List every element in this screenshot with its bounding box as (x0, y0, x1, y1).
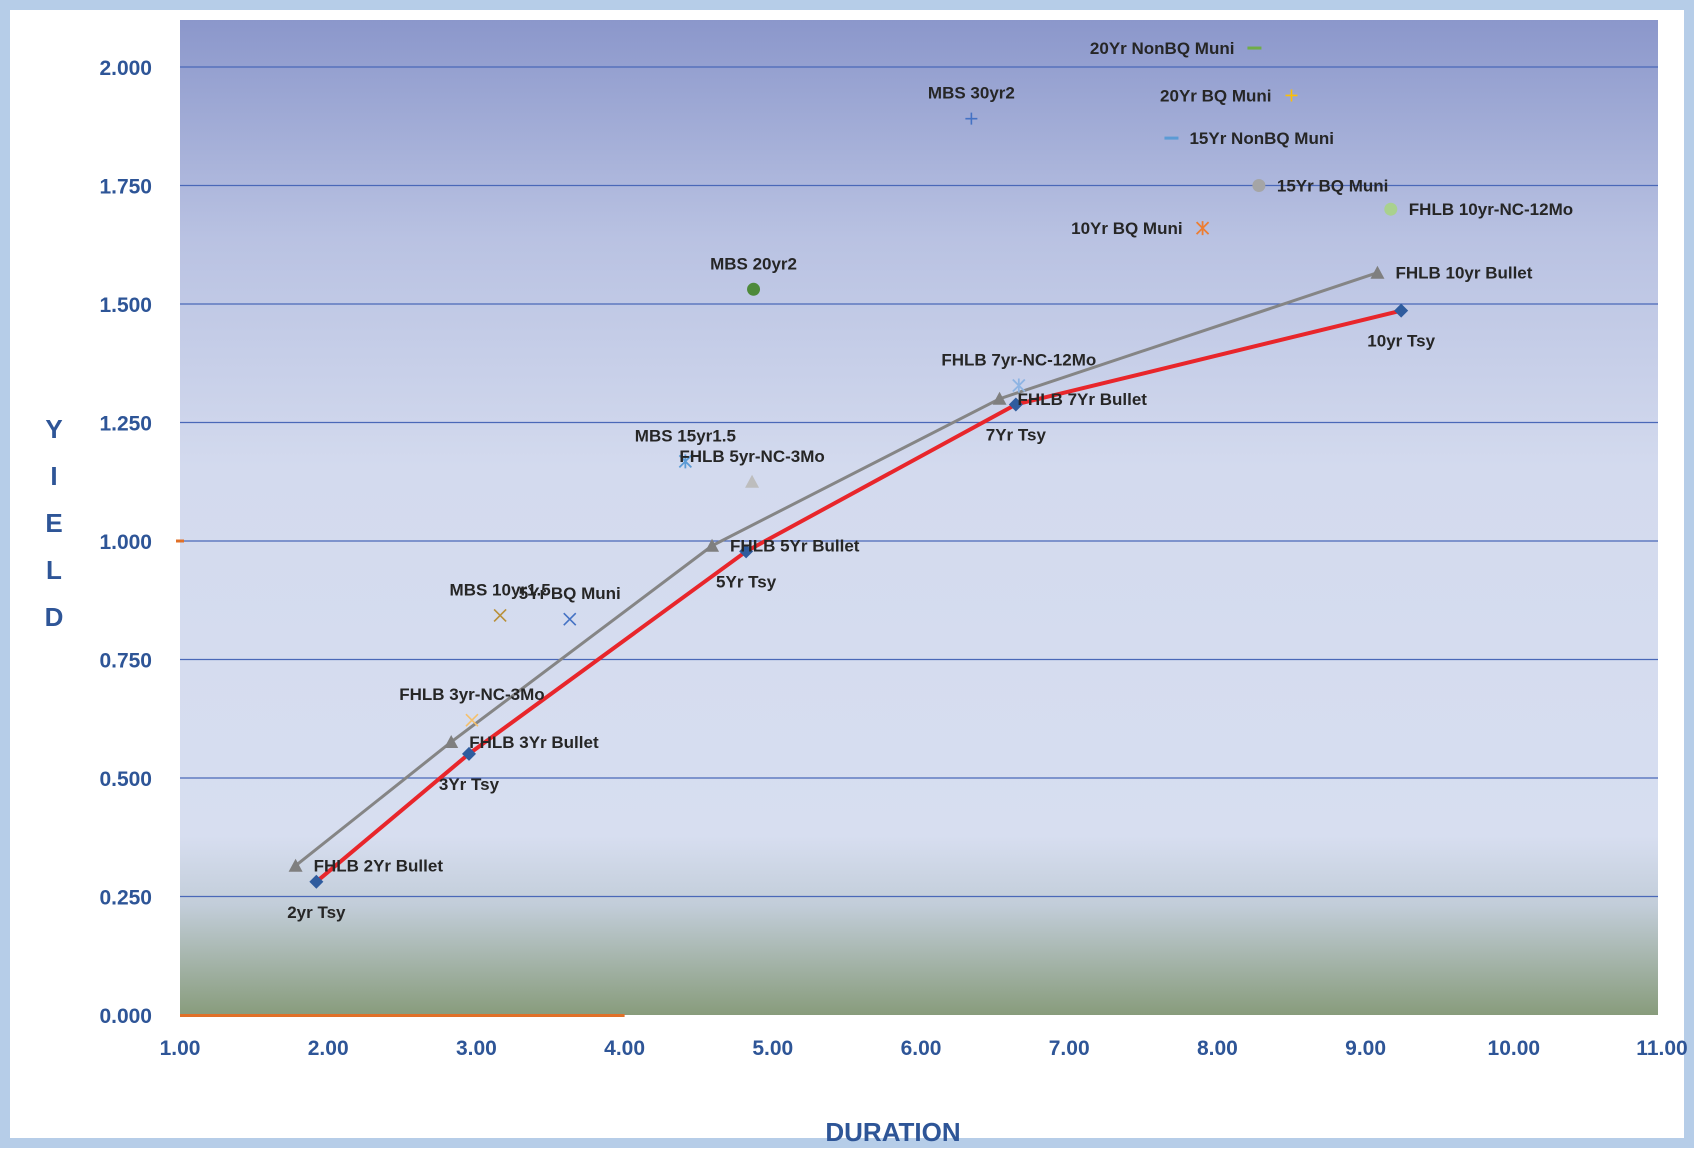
point-label: 10yr Tsy (1367, 332, 1435, 351)
point-label: 15Yr NonBQ Muni (1189, 129, 1334, 148)
data-markers (288, 46, 1409, 889)
point-label: FHLB 3yr-NC-3Mo (399, 685, 544, 704)
x-tick-label: 4.00 (604, 1037, 645, 1060)
x-tick-label: 10.00 (1488, 1037, 1541, 1060)
y-tick-label: 1.000 (99, 531, 152, 554)
marker-diamond (461, 746, 476, 761)
marker-triangle (1370, 265, 1385, 279)
marker-triangle (444, 734, 459, 748)
x-tick-label: 7.00 (1049, 1037, 1090, 1060)
marker-plus (1285, 89, 1298, 102)
point-label: FHLB 5yr-NC-3Mo (679, 447, 824, 466)
y-tick-label: 0.250 (99, 887, 152, 910)
y-tick-label: 1.250 (99, 413, 152, 436)
point-labels: FHLB 2Yr Bullet FHLB 3Yr Bullet FHLB 5Yr B… (287, 39, 1573, 922)
y-axis-title-letter: L (46, 555, 62, 585)
y-tick-label: 1.500 (99, 294, 152, 317)
point-label: FHLB 3Yr Bullet (469, 733, 599, 752)
marker-x (563, 612, 577, 626)
x-tick-label: 1.00 (160, 1037, 201, 1060)
y-tick-label: 1.750 (99, 176, 152, 199)
marker-asterisk (678, 454, 692, 469)
marker-x (465, 713, 479, 727)
point-label: FHLB 7yr-NC-12Mo (941, 351, 1096, 370)
x-tick-label: 2.00 (308, 1037, 349, 1060)
marker-circle (1252, 179, 1266, 192)
point-label: 10Yr BQ Muni (1071, 219, 1182, 238)
x-tick-labels: 1.00 2.00 3.00 4.00 5.00 6.00 7.00 8.00 9.00 10.0… (160, 1037, 1688, 1060)
point-label: 7Yr Tsy (986, 425, 1047, 444)
point-label: FHLB 7Yr Bullet (1018, 390, 1148, 409)
marker-triangle (705, 538, 720, 552)
y-tick-labels: 0.000 0.250 0.500 0.750 1.000 1.250 1.500 1.750… (99, 57, 152, 1028)
point-label: 5Yr BQ Muni (519, 584, 621, 603)
marker-triangle (992, 391, 1007, 405)
marker-triangle (745, 474, 760, 488)
x-tick-label: 5.00 (752, 1037, 793, 1060)
marker-x (493, 608, 507, 622)
y-axis-title-letter: I (50, 461, 57, 491)
y-tick-label: 0.750 (99, 650, 152, 673)
x-tick-label: 6.00 (901, 1037, 942, 1060)
point-label: FHLB 5Yr Bullet (730, 537, 860, 556)
point-label: 3Yr Tsy (439, 775, 500, 794)
y-tick-label: 0.000 (99, 1005, 152, 1028)
x-axis-title: DURATION (825, 1117, 960, 1147)
y-axis-title-letter: E (45, 508, 62, 538)
grid-lines (180, 66, 1658, 898)
marker-diamond (739, 544, 754, 559)
point-label: 20Yr NonBQ Muni (1090, 39, 1235, 58)
x-tick-label: 3.00 (456, 1037, 497, 1060)
x-tick-label: 9.00 (1345, 1037, 1386, 1060)
point-label: 5Yr Tsy (716, 572, 777, 591)
y-tick-label: 2.000 (99, 57, 152, 80)
marker-diamond (1008, 397, 1023, 412)
axis-artifacts (176, 539, 625, 1017)
point-label: MBS 15yr1.5 (635, 426, 736, 445)
marker-diamond (309, 874, 324, 889)
point-label: 20Yr BQ Muni (1160, 86, 1271, 105)
x-tick-label: 11.00 (1636, 1037, 1687, 1060)
marker-asterisk (1012, 378, 1026, 393)
marker-asterisk (1195, 221, 1210, 236)
point-label: MBS 10yr1.5 (450, 580, 551, 599)
point-label: FHLB 10yr Bullet (1395, 264, 1532, 283)
marker-circle (1384, 202, 1398, 216)
point-label: MBS 30yr2 (928, 84, 1015, 103)
x-tick-label: 8.00 (1197, 1037, 1238, 1060)
point-label: FHLB 10yr-NC-12Mo (1409, 200, 1573, 219)
marker-plus (965, 112, 978, 125)
y-tick-label: 0.500 (99, 768, 152, 791)
y-axis-title-letter: D (45, 602, 64, 632)
marker-diamond (1394, 303, 1409, 318)
y-axis-title-letter: Y (45, 414, 62, 444)
point-label: MBS 20yr2 (710, 254, 797, 273)
point-label: FHLB 2Yr Bullet (314, 857, 444, 876)
marker-triangle (288, 858, 303, 872)
marker-circle (747, 282, 761, 296)
point-label: 15Yr BQ Muni (1277, 177, 1388, 196)
point-label: 2yr Tsy (287, 903, 346, 922)
